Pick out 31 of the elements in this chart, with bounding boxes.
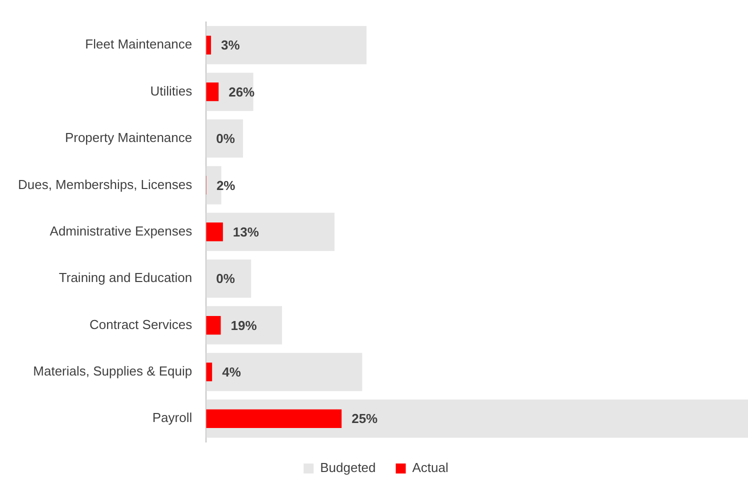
y-tick-label: Materials, Supplies & Equip: [33, 364, 192, 379]
y-tick-label: Fleet Maintenance: [85, 36, 192, 52]
bar: [206, 259, 252, 298]
annotation: 13%: [232, 224, 260, 240]
bar: [206, 82, 219, 102]
bar: [206, 119, 243, 158]
bar: [206, 212, 335, 252]
annotation: 25%: [352, 411, 378, 426]
annotation: 3%: [221, 38, 240, 53]
bar: [206, 352, 362, 392]
bar: [206, 316, 221, 335]
y-tick-label: Property Maintenance: [64, 130, 192, 146]
legend-label: Budgeted: [320, 460, 376, 476]
bar: [206, 222, 223, 242]
y-tick-label: Contract Services: [90, 316, 193, 332]
annotation: 0%: [216, 271, 236, 286]
bar: [206, 362, 212, 382]
y-tick-label: Payroll: [152, 410, 192, 426]
annotation: 19%: [230, 318, 258, 333]
y-tick-label: Dues, Memberships, Licenses: [18, 176, 193, 192]
annotation: 4%: [222, 364, 242, 380]
legend-label: Actual: [412, 460, 449, 476]
annotation: 2%: [216, 178, 236, 193]
bar: [206, 36, 212, 54]
y-tick-label: Administrative Expenses: [50, 223, 193, 238]
annotation: 26%: [228, 84, 256, 100]
annotation: 0%: [216, 131, 236, 146]
y-tick-label: Utilities: [150, 83, 193, 98]
bar: [206, 26, 367, 64]
bar: [206, 409, 342, 428]
y-tick-label: Training and Education: [58, 270, 192, 286]
